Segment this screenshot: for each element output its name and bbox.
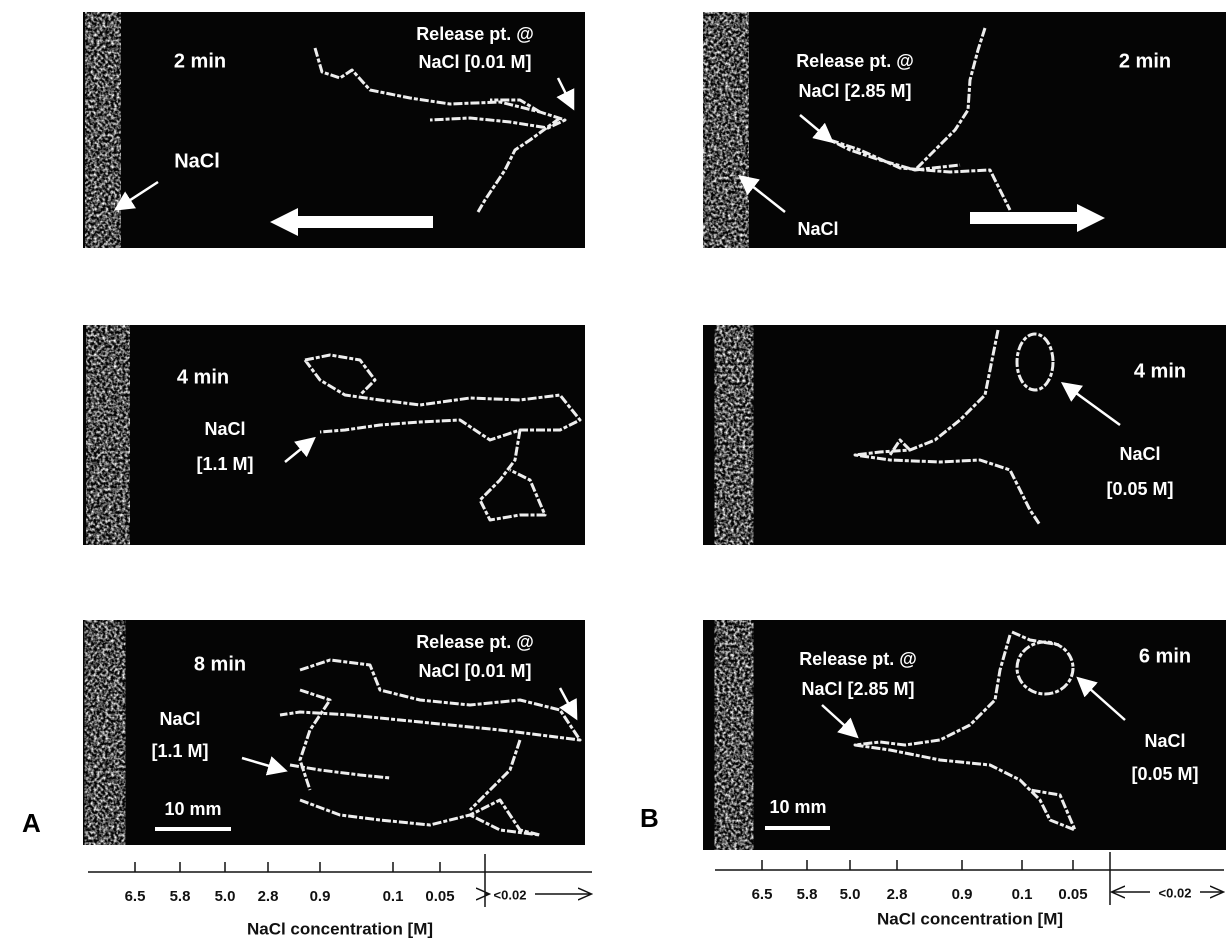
time-label: 4 min — [1134, 360, 1186, 382]
annotation: NaCl — [204, 419, 245, 439]
figure: 2 min Release pt. @ NaCl [0.01 M] NaCl 4… — [0, 0, 1226, 941]
frame-b1: Release pt. @ NaCl [2.85 M] 2 min NaCl — [703, 12, 1226, 248]
annotation: NaCl [0.01 M] — [418, 661, 531, 681]
annotation: NaCl — [174, 150, 220, 172]
axis-title: NaCl concentration [M] — [877, 909, 1063, 928]
tick-label: 2.8 — [258, 888, 279, 905]
time-label: 4 min — [177, 366, 229, 388]
annotation: NaCl [0.01 M] — [418, 52, 531, 72]
tick-label: 2.8 — [887, 886, 908, 903]
range-label: <0.02 — [1159, 885, 1192, 900]
tick-label: 0.9 — [952, 886, 973, 903]
frame-b2: 4 min NaCl [0.05 M] — [703, 325, 1226, 545]
time-label: 2 min — [1119, 50, 1171, 72]
annotation: NaCl [2.85 M] — [798, 81, 911, 101]
range-label: <0.02 — [494, 887, 527, 902]
panel-label: B — [640, 803, 659, 833]
annotation: [1.1 M] — [196, 454, 253, 474]
scale-label: 10 mm — [769, 797, 826, 817]
tick-label: 0.05 — [1058, 886, 1087, 903]
tick-label: 0.1 — [1012, 886, 1033, 903]
scale-label: 10 mm — [164, 799, 221, 819]
tick-label: 5.0 — [840, 886, 861, 903]
tick-label: 6.5 — [125, 888, 146, 905]
tick-label: 5.8 — [170, 888, 191, 905]
annotation: Release pt. @ — [799, 649, 917, 669]
time-label: 2 min — [174, 50, 226, 72]
axis-title: NaCl concentration [M] — [247, 919, 433, 938]
annotation: Release pt. @ — [416, 632, 534, 652]
tick-label: 5.8 — [797, 886, 818, 903]
tick-label: 6.5 — [752, 886, 773, 903]
annotation: Release pt. @ — [796, 51, 914, 71]
annotation: NaCl — [797, 219, 838, 239]
annotation: [0.05 M] — [1106, 479, 1173, 499]
frame-a3: 8 min Release pt. @ NaCl [0.01 M] NaCl [… — [83, 620, 585, 845]
annotation: NaCl [2.85 M] — [801, 679, 914, 699]
annotation: Release pt. @ — [416, 24, 534, 44]
annotation: NaCl — [1119, 444, 1160, 464]
frame-a1: 2 min Release pt. @ NaCl [0.01 M] NaCl — [83, 12, 585, 248]
annotation: NaCl — [1144, 731, 1185, 751]
frame-b3: 6 min Release pt. @ NaCl [2.85 M] NaCl [… — [703, 620, 1226, 850]
panel-label: A — [22, 808, 41, 838]
annotation: NaCl — [159, 709, 200, 729]
tick-label: 0.1 — [383, 888, 404, 905]
time-label: 8 min — [194, 653, 246, 675]
time-label: 6 min — [1139, 645, 1191, 667]
tick-label: 0.9 — [310, 888, 331, 905]
tick-label: 5.0 — [215, 888, 236, 905]
annotation: [1.1 M] — [151, 741, 208, 761]
tick-label: 0.05 — [425, 888, 454, 905]
annotation: [0.05 M] — [1131, 764, 1198, 784]
frame-a2: 4 min NaCl [1.1 M] — [83, 325, 585, 545]
